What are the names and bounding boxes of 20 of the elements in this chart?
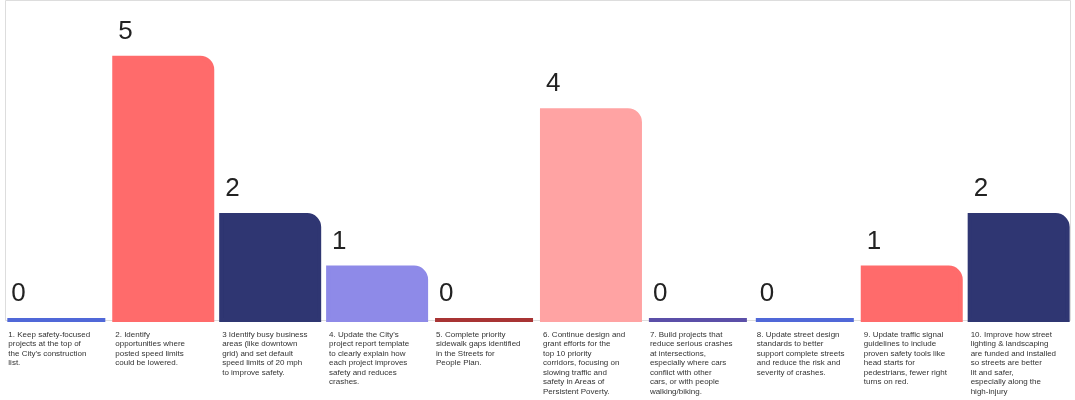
data-label: 0 (11, 277, 26, 307)
x-tick-label: 4. Update the City's project report template to clearly explain how each project improves safety and reduces crashes. (329, 329, 410, 386)
data-label: 0 (759, 277, 775, 307)
x-tick-label: 5. Complete priority sidewalk gaps identified in the Streets for People Plan. (436, 329, 521, 367)
data-label: 1 (332, 224, 347, 255)
x-tick-label: 3 Identify busy business areas (like downtown grid) and set default speed limits of 20 mph to improve safety. (222, 329, 308, 377)
data-label: 2 (225, 172, 240, 203)
data-label: 1 (866, 224, 882, 255)
data-label: 0 (439, 277, 454, 307)
data-label: 4 (545, 67, 561, 98)
data-label: 0 (652, 277, 668, 307)
x-tick-label: 10. Improve how street lighting & landscaping are funded and installed so streets are better lit and safer, especially along the high-injury (970, 329, 1057, 396)
x-tick-label: 7. Build projects that reduce serious crashes at intersections, especially where cars conflict with other cars, or with people walking/biking. (648, 329, 733, 396)
data-label: 5 (118, 14, 133, 45)
x-tick-label: 2. Identify opportunities where posted speed limits could be lowered. (115, 329, 186, 367)
x-tick-label: 1. Keep safety-focused projects at the top of the City's construction list. (8, 329, 91, 367)
x-tick-label: 9. Update traffic signal guidelines to include proven safety tools like head starts for pedestrians, fewer right turns on red. (863, 329, 948, 386)
x-tick-label: 8. Update street design standards to better support complete streets and reduce the risk and severity of crashes. (756, 329, 845, 377)
data-label: 2 (973, 172, 989, 203)
x-tick-label: 6. Continue design and grant efforts for the top 10 priority corridors, focusing on slowing traffic and safety in Areas of Persistent Poverty. (542, 329, 626, 396)
